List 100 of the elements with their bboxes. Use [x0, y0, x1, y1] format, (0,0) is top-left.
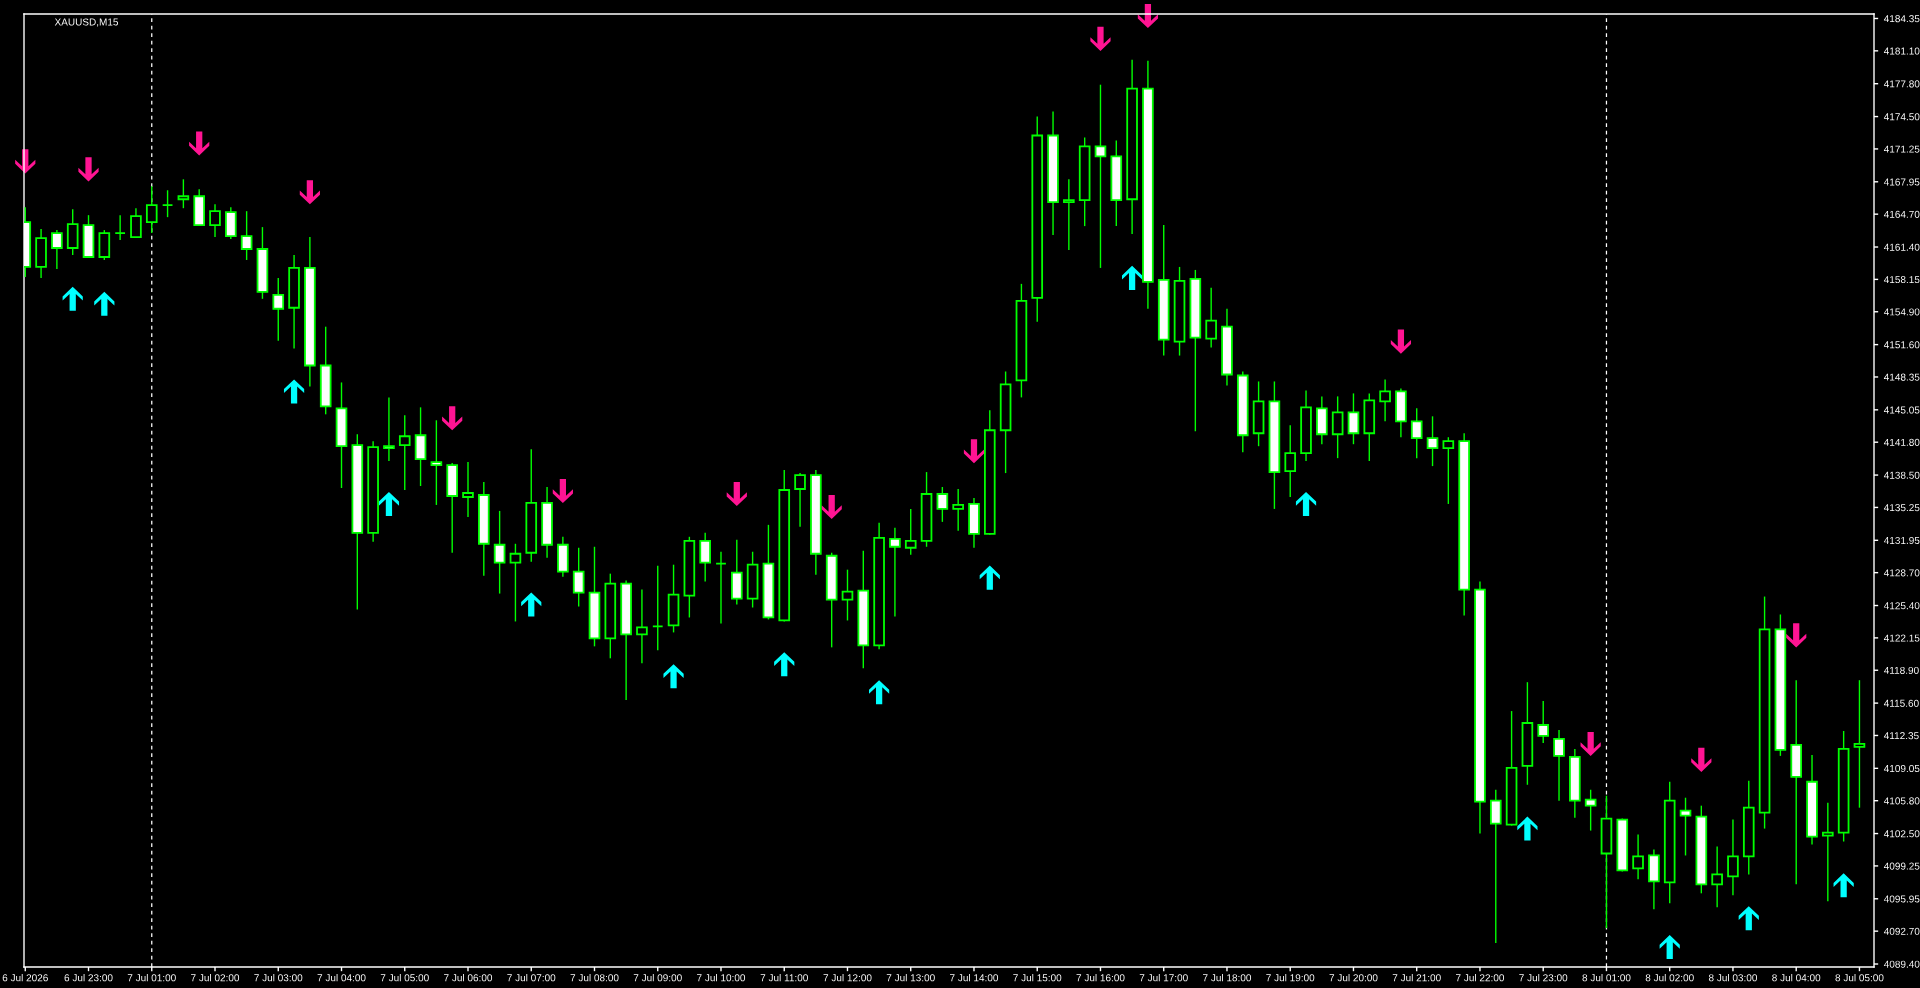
candlestick	[1284, 424, 1297, 498]
candlestick	[904, 508, 917, 556]
candlestick	[1553, 729, 1565, 802]
y-tick-label: 4092.70	[1883, 927, 1920, 935]
candlestick	[509, 543, 522, 623]
y-tick-label: 4171.25	[1883, 145, 1920, 153]
candlestick	[715, 551, 727, 625]
candlestick	[51, 229, 63, 270]
y-tick-label: 4112.35	[1883, 732, 1919, 740]
candlestick	[493, 510, 506, 595]
x-tick-label: 7 Jul 08:00	[570, 973, 619, 982]
x-tick-label: 7 Jul 15:00	[1013, 973, 1062, 982]
candlestick	[636, 588, 648, 664]
y-tick-label: 4161.40	[1883, 243, 1920, 251]
y-tick-label: 4118.90	[1883, 666, 1919, 674]
point	[979, 565, 1000, 590]
x-tick-label: 7 Jul 05:00	[380, 973, 429, 982]
point	[663, 664, 684, 689]
x-tick-label: 7 Jul 07:00	[507, 973, 556, 982]
candlestick	[1679, 797, 1692, 857]
x-tick-label: 7 Jul 19:00	[1266, 973, 1315, 982]
y-tick-label: 4135.25	[1883, 504, 1920, 512]
candlestick	[1632, 833, 1644, 881]
candlestick	[114, 214, 126, 241]
candlestick	[145, 185, 158, 234]
candlestick	[1489, 789, 1502, 944]
x-tick-label: 7 Jul 06:00	[444, 973, 493, 982]
candlestick	[414, 406, 427, 487]
candlestick	[66, 208, 79, 256]
candlestick	[1537, 700, 1550, 744]
candlestick	[1727, 818, 1739, 896]
y-tick-label: 4164.70	[1883, 210, 1920, 218]
candlestick	[794, 472, 806, 528]
x-tick-label: 7 Jul 17:00	[1139, 973, 1188, 982]
candlestick	[1442, 436, 1455, 505]
candlestick	[383, 396, 395, 462]
y-tick-label: 4154.90	[1883, 308, 1920, 316]
candlestick	[651, 564, 664, 652]
candlestick	[430, 419, 443, 506]
candlestick	[1347, 392, 1360, 445]
candlestick	[1410, 407, 1423, 459]
candlestick	[177, 178, 190, 209]
y-tick-label: 4128.70	[1883, 569, 1920, 577]
point	[1786, 623, 1807, 648]
candlestick	[462, 461, 474, 518]
x-tick-label: 7 Jul 23:00	[1519, 973, 1568, 982]
candlestick	[98, 229, 111, 261]
candlestick	[1094, 84, 1107, 269]
point	[774, 652, 795, 677]
x-tick-label: 7 Jul 11:00	[760, 973, 808, 982]
candlestick	[889, 527, 901, 618]
chart-title: XAUUSD,M15	[54, 18, 119, 27]
point	[1738, 906, 1759, 931]
x-tick-label: 8 Jul 01:00	[1582, 973, 1631, 982]
x-tick-label: 8 Jul 04:00	[1772, 973, 1821, 982]
point	[94, 291, 115, 316]
candlestick	[1379, 378, 1391, 422]
point	[378, 491, 400, 516]
x-tick-label: 6 Jul 2026	[2, 973, 48, 982]
candlestick	[1205, 287, 1217, 349]
y-tick-label: 4089.40	[1883, 960, 1920, 968]
x-tick-label: 8 Jul 05:00	[1835, 973, 1884, 982]
y-tick-label: 4115.60	[1883, 699, 1919, 707]
point	[1137, 3, 1159, 29]
point	[1122, 265, 1143, 290]
x-tick-label: 7 Jul 21:00	[1392, 973, 1441, 982]
y-tick-label: 4174.50	[1883, 113, 1920, 121]
x-tick-label: 7 Jul 16:00	[1076, 973, 1125, 982]
y-tick-label: 4181.10	[1883, 47, 1920, 55]
x-tick-label: 7 Jul 22:00	[1456, 973, 1505, 982]
candlestick	[1822, 801, 1834, 902]
point	[1580, 731, 1601, 756]
candlestick	[572, 547, 585, 608]
point	[62, 286, 83, 311]
y-tick-label: 4138.50	[1883, 471, 1920, 479]
y-tick-label: 4177.80	[1883, 80, 1920, 88]
x-tick-label: 7 Jul 14:00	[950, 973, 999, 982]
y-tick-label: 4148.35	[1883, 373, 1920, 381]
point	[299, 180, 320, 205]
point	[726, 481, 747, 507]
x-tick-label: 6 Jul 23:00	[64, 973, 113, 982]
point	[521, 592, 542, 617]
candlestick	[952, 488, 964, 532]
candlestick	[225, 206, 237, 240]
point	[552, 478, 573, 504]
point	[78, 157, 99, 182]
candlestick	[936, 486, 949, 523]
candlestick	[1853, 679, 1866, 809]
y-tick-label: 4131.95	[1883, 536, 1920, 545]
x-tick-label: 7 Jul 12:00	[823, 973, 872, 982]
y-tick-label: 4151.60	[1883, 341, 1920, 349]
point	[442, 406, 463, 431]
y-tick-label: 4125.40	[1883, 602, 1920, 610]
x-tick-label: 8 Jul 03:00	[1708, 973, 1758, 982]
x-tick-label: 7 Jul 02:00	[191, 973, 240, 982]
x-tick-label: 7 Jul 04:00	[317, 973, 366, 982]
candlestick	[398, 414, 411, 491]
candlestick	[1584, 789, 1597, 832]
point	[189, 131, 210, 156]
candlestick	[841, 568, 854, 622]
